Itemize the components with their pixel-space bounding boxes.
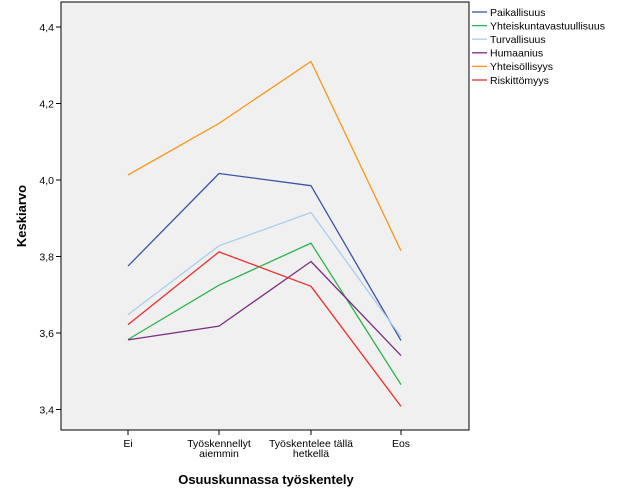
x-tick-label: Ei [123, 438, 132, 450]
legend-label: Yhteiskuntavastuullisuus [490, 20, 605, 32]
y-tick-label: 3,4 [39, 405, 54, 417]
legend-label: Turvallisuus [490, 34, 546, 46]
y-tick-label: 4,2 [39, 99, 54, 111]
series-line-humaanius [127, 260, 402, 357]
y-axis-title: Keskiarvo [14, 185, 29, 247]
series-line-turvallisuus [127, 211, 402, 338]
plot-area [60, 1, 470, 431]
x-tick-label: Työskennellyt [187, 438, 251, 450]
x-tick-label: Työskentelee tällä [269, 438, 353, 450]
y-tick-label: 3,8 [39, 252, 54, 264]
legend-label: Yhteisöllisyys [490, 61, 553, 73]
legend-label: Paikallisuus [490, 7, 545, 19]
legend-label: Humaanius [490, 48, 543, 60]
legend-label: Riskittömyys [490, 75, 549, 87]
series-lines [127, 60, 402, 407]
series-line-yhteis-llisyys [127, 60, 402, 252]
series-line-yhteiskuntavastuullisuus [127, 242, 402, 385]
series-line-paikallisuus [127, 172, 402, 341]
x-tick-label: Eos [392, 438, 410, 450]
x-tick-label: aiemmin [199, 448, 239, 460]
y-axis: 3,4 3,6 3,8 4,0 4,2 4,4 [39, 22, 61, 417]
y-tick-label: 3,6 [39, 328, 54, 340]
x-tick-label: hetkellä [293, 448, 329, 460]
y-tick-label: 4,4 [39, 22, 54, 34]
x-axis-title: Osuuskunnassa työskentely [178, 472, 354, 487]
series-line-riskitt-myys [127, 251, 402, 407]
y-tick-label: 4,0 [39, 175, 54, 187]
